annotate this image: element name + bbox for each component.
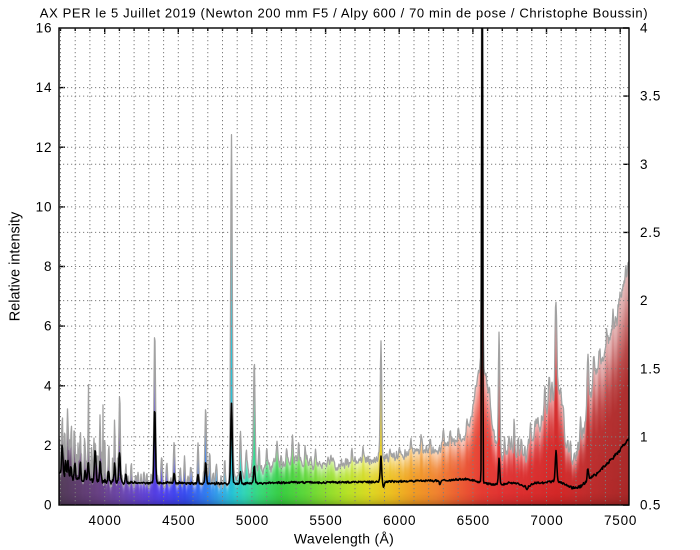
svg-text:1: 1 [640,430,648,445]
svg-text:7500: 7500 [604,513,637,528]
svg-text:6500: 6500 [457,513,490,528]
svg-text:2.5: 2.5 [640,225,661,240]
svg-text:3.5: 3.5 [640,89,661,104]
svg-text:AX PER le 5 Juillet 2019 (Newt: AX PER le 5 Juillet 2019 (Newton 200 mm … [40,6,648,21]
svg-text:3: 3 [640,157,648,172]
svg-text:2: 2 [44,438,52,453]
svg-text:5000: 5000 [236,513,269,528]
svg-text:8: 8 [44,259,52,274]
svg-text:5500: 5500 [309,513,342,528]
svg-text:16: 16 [36,21,53,36]
svg-text:0: 0 [44,498,52,513]
svg-text:10: 10 [36,200,53,215]
svg-text:14: 14 [36,80,53,95]
svg-text:0.5: 0.5 [640,498,661,513]
svg-text:2: 2 [640,293,648,308]
svg-text:6000: 6000 [383,513,416,528]
svg-text:4: 4 [44,378,52,393]
svg-text:7000: 7000 [530,513,563,528]
svg-text:6: 6 [44,319,52,334]
svg-text:4500: 4500 [162,513,195,528]
svg-text:4: 4 [640,21,648,36]
svg-text:12: 12 [36,140,53,155]
svg-text:1.5: 1.5 [640,361,661,376]
svg-text:Relative intensity: Relative intensity [8,211,24,321]
svg-text:Wavelength (Å): Wavelength (Å) [294,531,394,547]
svg-text:4000: 4000 [88,513,121,528]
